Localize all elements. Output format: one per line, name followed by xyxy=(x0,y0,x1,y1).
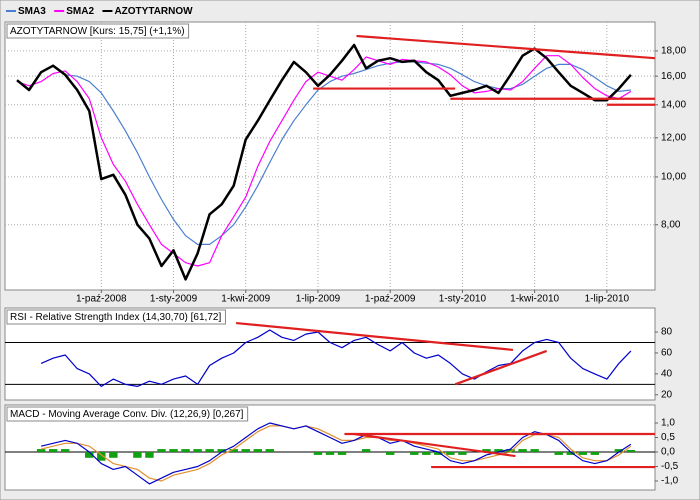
panel-title: AZOTYTARNOW [Kurs: 15,75] (+1,1%) xyxy=(10,26,185,37)
title-box xyxy=(6,406,249,422)
bar xyxy=(193,449,202,452)
panel-title: MACD - Moving Average Conv. Div. (12,26,… xyxy=(10,409,244,420)
bar xyxy=(133,451,142,458)
y-tick-label: -1,0 xyxy=(661,476,679,487)
y-tick-label: 0,0 xyxy=(661,447,675,458)
x-tick-label: 1-sty-2010 xyxy=(439,294,487,305)
bar xyxy=(265,449,275,452)
bar xyxy=(530,449,539,452)
bar xyxy=(518,449,527,452)
bar xyxy=(482,449,491,452)
bar xyxy=(434,451,443,455)
y-tick-label: 60 xyxy=(661,348,673,359)
x-tick-label: 1-lip-2010 xyxy=(585,294,630,305)
bar xyxy=(446,451,455,455)
title-box xyxy=(6,309,226,325)
bar xyxy=(313,451,323,455)
bar xyxy=(325,451,335,455)
bar xyxy=(590,451,600,455)
bar xyxy=(458,451,467,455)
legend-label: SMA2 xyxy=(66,6,94,17)
y-tick-label: 8,00 xyxy=(661,219,681,230)
x-tick-label: 1-sty-2009 xyxy=(150,294,198,305)
bar xyxy=(410,451,419,455)
bar xyxy=(109,451,118,458)
trend-line xyxy=(353,432,516,458)
y-tick-label: 80 xyxy=(661,327,673,338)
trend-line xyxy=(356,34,655,60)
bar xyxy=(361,449,371,452)
legend-label: AZOTYTARNOW xyxy=(114,6,193,17)
y-tick-label: 40 xyxy=(661,369,673,380)
bar xyxy=(253,449,262,452)
y-tick-label: 16,00 xyxy=(661,71,686,82)
bar xyxy=(626,449,636,452)
series-group xyxy=(40,321,632,387)
y-tick-label: 14,00 xyxy=(661,99,686,110)
x-tick-label: 1-paź-2009 xyxy=(365,294,416,305)
bar xyxy=(494,449,503,452)
trend-line xyxy=(454,349,548,386)
y-tick-label: 0,5 xyxy=(661,432,675,443)
series-line xyxy=(40,422,632,485)
y-tick-label: 10,00 xyxy=(661,172,686,183)
bar xyxy=(566,451,575,455)
bar xyxy=(385,451,395,455)
title-box xyxy=(6,23,190,39)
series-group xyxy=(36,422,655,485)
y-tick-label: 18,00 xyxy=(661,46,686,57)
y-tick-label: -0,5 xyxy=(661,461,679,472)
series-line xyxy=(40,329,632,387)
series-line xyxy=(16,43,632,281)
x-tick-label: 1-paź-2008 xyxy=(76,294,127,305)
series-line xyxy=(16,55,632,267)
bar xyxy=(85,451,94,458)
series-line xyxy=(40,425,632,482)
trend-line xyxy=(236,321,514,352)
x-tick-label: 1-lip-2009 xyxy=(296,294,341,305)
plot-area xyxy=(4,21,656,291)
x-tick-label: 1-kwi-2009 xyxy=(221,294,270,305)
bar xyxy=(157,449,166,452)
bar xyxy=(337,451,347,455)
legend-label: SMA3 xyxy=(18,6,46,17)
bar xyxy=(241,449,250,452)
panel-title: RSI - Relative Strength Index (14,30,70)… xyxy=(10,312,221,323)
y-tick-label: 12,00 xyxy=(661,132,686,143)
bar xyxy=(422,451,431,455)
bar xyxy=(506,449,515,452)
bar xyxy=(229,449,238,452)
bar xyxy=(145,451,154,458)
bar xyxy=(97,451,106,461)
bar xyxy=(578,451,587,455)
series-group xyxy=(16,34,655,281)
bar xyxy=(36,449,46,452)
bar xyxy=(48,449,58,452)
y-tick-label: 20 xyxy=(661,389,673,400)
bar xyxy=(217,449,226,452)
bar xyxy=(554,451,563,455)
bar xyxy=(205,449,214,452)
bar xyxy=(169,449,178,452)
bar xyxy=(181,449,190,452)
bar xyxy=(614,449,624,452)
y-tick-label: 1,0 xyxy=(661,418,675,429)
x-tick-label: 1-kwi-2010 xyxy=(510,294,559,305)
bar xyxy=(60,449,70,452)
